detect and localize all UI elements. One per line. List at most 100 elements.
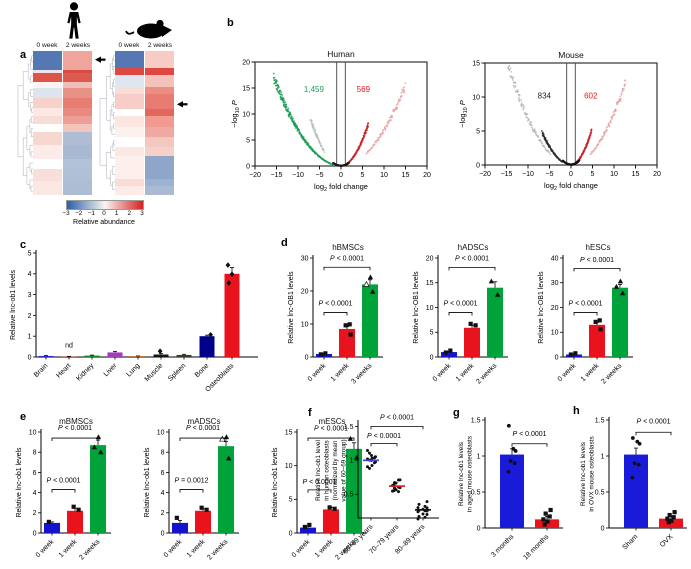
svg-text:1: 1 xyxy=(350,458,354,465)
svg-text:P < 0.0001: P < 0.0001 xyxy=(314,426,348,433)
svg-text:6: 6 xyxy=(33,470,37,477)
chart-age-dotplot: 0.5 1 1.5 Relative lnc-ob1 level in human os… xyxy=(315,415,439,556)
svg-text:10: 10 xyxy=(157,429,165,436)
svg-text:Heart: Heart xyxy=(55,362,72,379)
svg-text:Relative lnc-ob1 levels: Relative lnc-ob1 levels xyxy=(580,442,587,506)
chart-hESCs: hESCs 0 10 20 30 40 Relative lnc-OB1 levels P <… xyxy=(538,243,633,386)
row-marker-arrow-human xyxy=(95,56,106,63)
svg-text:1: 1 xyxy=(601,453,605,460)
mouse-icon xyxy=(125,19,172,39)
panel-label-f: f xyxy=(308,407,312,419)
colorbar-tick: 3 xyxy=(140,210,144,217)
svg-text:mBMSCs: mBMSCs xyxy=(59,417,93,426)
svg-text:−log10 P: −log10 P xyxy=(458,100,469,128)
svg-text:P < 0.0001: P < 0.0001 xyxy=(186,425,220,432)
svg-text:mESCs: mESCs xyxy=(318,417,345,426)
svg-text:2: 2 xyxy=(33,510,37,517)
svg-text:−15: −15 xyxy=(271,172,283,179)
svg-text:0: 0 xyxy=(339,172,343,179)
svg-text:3 weeks: 3 weeks xyxy=(350,362,373,385)
svg-text:15: 15 xyxy=(242,85,250,92)
svg-text:0: 0 xyxy=(289,530,293,537)
svg-text:Relative lnc-OB1 levels: Relative lnc-OB1 levels xyxy=(288,271,295,344)
panel-label-d: d xyxy=(281,237,288,249)
colorbar-tick: 2 xyxy=(127,210,132,217)
svg-text:hBMSCs: hBMSCs xyxy=(332,243,364,252)
svg-text:Relative lnc-ob1 level: Relative lnc-ob1 level xyxy=(315,440,322,501)
svg-text:8: 8 xyxy=(33,450,37,457)
svg-text:−20: −20 xyxy=(479,171,491,178)
svg-text:1 week: 1 week xyxy=(58,538,79,559)
chart-ovx-mouse: 0 0.5 1 1.5 Relative lnc-ob1 levels in OVX mo… xyxy=(580,417,687,551)
svg-text:18 months: 18 months xyxy=(522,533,550,561)
heatmap-human-col1-header: 2 weeks xyxy=(65,42,91,49)
svg-text:P < 0.0001: P < 0.0001 xyxy=(367,433,401,440)
svg-text:in aged mouse osteoblasts: in aged mouse osteoblasts xyxy=(467,436,474,512)
panel-label-g: g xyxy=(453,407,460,419)
svg-text:20: 20 xyxy=(551,305,559,312)
svg-text:P < 0.0001: P < 0.0001 xyxy=(580,257,614,264)
row-marker-arrow-mouse xyxy=(177,101,188,108)
svg-text:20: 20 xyxy=(301,288,309,295)
chart-mADSCs: mADSCs 0 2 4 6 8 10 Relative lnc-ob1 levels P = … xyxy=(144,417,239,562)
svg-text:0.5: 0.5 xyxy=(471,489,481,496)
svg-text:5: 5 xyxy=(430,330,434,337)
svg-text:3 months: 3 months xyxy=(490,533,516,559)
svg-text:4: 4 xyxy=(33,490,37,497)
svg-text:5: 5 xyxy=(289,497,293,504)
svg-text:P < 0.0001: P < 0.0001 xyxy=(443,301,477,308)
svg-text:0 week: 0 week xyxy=(163,538,184,559)
svg-text:P < 0.0001: P < 0.0001 xyxy=(58,425,92,432)
panel-label-c: c xyxy=(20,239,27,251)
svg-text:10: 10 xyxy=(380,172,388,179)
svg-text:10: 10 xyxy=(29,429,37,436)
svg-text:1 week: 1 week xyxy=(186,538,207,559)
svg-text:Spleen: Spleen xyxy=(167,362,187,382)
svg-text:0.5: 0.5 xyxy=(344,492,354,499)
svg-text:0: 0 xyxy=(477,525,481,532)
svg-text:10: 10 xyxy=(426,305,434,312)
svg-text:value of 60–69 group): value of 60–69 group) xyxy=(341,439,348,501)
svg-text:P < 0.0001: P < 0.0001 xyxy=(380,415,414,422)
svg-text:Sham: Sham xyxy=(622,533,640,551)
svg-text:569: 569 xyxy=(357,85,371,94)
colorbar-tick: −3 xyxy=(62,210,70,217)
svg-text:0 week: 0 week xyxy=(557,362,578,383)
svg-text:5: 5 xyxy=(361,172,365,179)
svg-text:Liver: Liver xyxy=(103,362,119,378)
svg-text:mADSCs: mADSCs xyxy=(188,417,221,426)
svg-text:P < 0.0001: P < 0.0001 xyxy=(302,479,336,486)
human-icon xyxy=(67,2,81,39)
svg-text:P < 0.0001: P < 0.0001 xyxy=(636,419,670,426)
svg-text:30: 30 xyxy=(301,255,309,262)
svg-text:0 week: 0 week xyxy=(35,538,56,559)
svg-text:0: 0 xyxy=(476,162,480,169)
svg-text:10: 10 xyxy=(472,94,480,101)
panel-label-h: h xyxy=(573,405,580,417)
svg-text:20: 20 xyxy=(423,172,431,179)
colorbar-tick: 1 xyxy=(114,210,119,217)
svg-text:602: 602 xyxy=(584,91,598,100)
svg-text:2: 2 xyxy=(28,313,32,320)
svg-text:−log10 P: −log10 P xyxy=(230,100,241,128)
svg-text:15: 15 xyxy=(472,60,480,67)
svg-text:10: 10 xyxy=(551,330,559,337)
svg-text:P < 0.0001: P < 0.0001 xyxy=(46,478,80,485)
svg-text:0 week: 0 week xyxy=(307,362,328,383)
colorbar-tick: −1 xyxy=(87,210,95,217)
svg-text:0 week: 0 week xyxy=(291,538,312,559)
svg-text:Human: Human xyxy=(327,49,355,59)
svg-text:Relative lnc-OB1 levels: Relative lnc-OB1 levels xyxy=(413,271,420,344)
svg-text:Lung: Lung xyxy=(125,362,141,378)
svg-text:4: 4 xyxy=(28,271,32,278)
svg-text:log2 fold change: log2 fold change xyxy=(314,182,368,193)
svg-text:0: 0 xyxy=(601,525,605,532)
svg-text:5: 5 xyxy=(246,137,250,144)
svg-text:(normalized by mean: (normalized by mean xyxy=(332,440,339,500)
svg-text:0: 0 xyxy=(28,354,32,361)
svg-text:Relative lnc-ob1 levels: Relative lnc-ob1 levels xyxy=(272,447,279,518)
svg-text:log2 fold change: log2 fold change xyxy=(544,181,598,192)
svg-text:2: 2 xyxy=(161,510,165,517)
svg-text:P < 0.0001: P < 0.0001 xyxy=(568,301,602,308)
